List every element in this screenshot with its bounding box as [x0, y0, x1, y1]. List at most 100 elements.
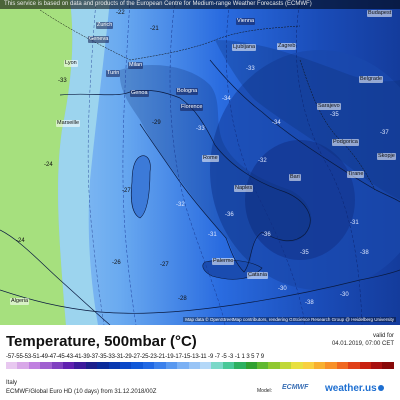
- isotherm-label: -33: [246, 66, 255, 72]
- isotherm-label: -34: [222, 96, 231, 102]
- model-run-info: ECMWF/Global Euro HD (10 days) from 31.1…: [6, 389, 157, 395]
- isotherm-label: -21: [150, 26, 159, 32]
- color-scale-swatch: [313, 362, 326, 369]
- isotherm-label: -36: [262, 232, 271, 238]
- city-label[interactable]: Geneva: [88, 36, 110, 43]
- isotherm-label: -27: [122, 188, 131, 194]
- isotherm-label: -37: [380, 130, 389, 136]
- isotherm-label: -38: [305, 300, 314, 306]
- color-scale-swatch: [222, 362, 235, 369]
- isotherm-label: -33: [196, 126, 205, 132]
- color-scale-swatch: [234, 362, 246, 369]
- color-scale-swatch: [245, 362, 257, 369]
- weather-us-logo[interactable]: weather.us: [325, 383, 384, 394]
- color-scale-swatch: [51, 362, 64, 369]
- color-scale-swatch: [154, 362, 166, 369]
- logo-dot-icon: [377, 385, 384, 392]
- city-label[interactable]: Genoa: [130, 90, 149, 97]
- isotherm-label: -24: [44, 162, 53, 168]
- isotherm-label: -30: [278, 286, 287, 292]
- color-scale-swatch: [291, 362, 303, 369]
- isotherm-label: -31: [350, 220, 359, 226]
- isotherm-label: -28: [178, 296, 187, 302]
- color-scale-swatch: [74, 362, 86, 369]
- color-scale-swatch: [302, 362, 314, 369]
- city-label[interactable]: Ljubljana: [232, 44, 257, 51]
- city-label[interactable]: Palermo: [212, 258, 235, 265]
- isotherm-label: -38: [360, 250, 369, 256]
- color-scale-swatch: [268, 362, 280, 369]
- isotherm-label: -30: [340, 292, 349, 298]
- isotherm-label: -35: [330, 112, 339, 118]
- color-scale-swatch: [359, 362, 371, 369]
- color-scale-swatch: [211, 362, 223, 369]
- isotherm-label: -34: [272, 120, 281, 126]
- color-scale-swatch: [188, 362, 200, 369]
- isotherm-label: -32: [176, 202, 185, 208]
- ecmwf-notice-banner: This service is based on data and produc…: [0, 0, 400, 9]
- color-scale-swatch: [108, 362, 121, 369]
- city-label[interactable]: Milan: [128, 62, 144, 69]
- color-scale-swatch: [177, 362, 189, 369]
- color-scale-swatch: [97, 362, 109, 369]
- color-scale-swatch: [63, 362, 75, 369]
- color-scale-swatch: [17, 362, 29, 369]
- isotherm-label: -24: [16, 238, 25, 244]
- valid-time: 04.01.2019, 07:00 CET: [331, 341, 394, 347]
- city-label[interactable]: Rome: [202, 155, 219, 162]
- color-scale-swatch: [199, 362, 212, 369]
- chart-title: Temperature, 500mbar (°C): [6, 333, 197, 350]
- color-scale-swatch: [256, 362, 269, 369]
- isotherm-label: -26: [112, 260, 121, 266]
- city-label[interactable]: Podgorica: [332, 139, 359, 146]
- city-label[interactable]: Lyon: [64, 60, 78, 67]
- color-scale-swatch: [382, 362, 394, 369]
- color-scale-swatch: [6, 362, 18, 369]
- weather-us-text: weather.us: [325, 383, 377, 394]
- city-label[interactable]: Florence: [180, 104, 204, 111]
- valid-label: valid for: [372, 333, 394, 339]
- color-scale-swatch: [371, 362, 383, 369]
- color-scale-swatch: [142, 362, 155, 369]
- ecmwf-logo[interactable]: ECMWF: [282, 384, 309, 391]
- map-attribution: Map data © OpenStreetMap contributors, r…: [183, 317, 396, 322]
- city-label[interactable]: Catania: [247, 272, 268, 279]
- isotherm-label: -36: [225, 212, 234, 218]
- city-label[interactable]: Bari: [289, 174, 301, 181]
- city-label[interactable]: Bologna: [176, 88, 199, 95]
- temperature-map[interactable]: This service is based on data and produc…: [0, 0, 400, 325]
- isotherm-label: -32: [258, 158, 267, 164]
- isotherm-label: -33: [58, 78, 67, 84]
- color-scale-swatch: [279, 362, 292, 369]
- region-label: Italy: [6, 380, 18, 386]
- isotherm-label: -22: [116, 10, 125, 16]
- city-label[interactable]: Naples: [234, 185, 254, 192]
- city-label[interactable]: Belgrade: [359, 76, 384, 83]
- city-label[interactable]: Zagreb: [277, 43, 297, 50]
- isotherm-label: -31: [208, 232, 217, 238]
- color-scale-swatch: [40, 362, 52, 369]
- color-scale-swatch: [348, 362, 360, 369]
- city-label[interactable]: Zurich: [96, 22, 114, 29]
- city-label[interactable]: Vienna: [236, 18, 256, 25]
- map-canvas: [0, 0, 400, 325]
- city-label[interactable]: Marseille: [56, 120, 81, 127]
- city-label[interactable]: Tirane: [347, 171, 365, 178]
- city-label[interactable]: Sarajevo: [317, 103, 341, 110]
- model-label: Model:: [257, 388, 273, 394]
- color-scale-swatch: [131, 362, 143, 369]
- isotherm-label: -35: [300, 250, 309, 256]
- color-scale-swatch: [120, 362, 132, 369]
- color-scale-swatch: [28, 362, 41, 369]
- color-scale-swatch: [336, 362, 349, 369]
- color-scale-swatch: [85, 362, 98, 369]
- isotherm-label: -27: [160, 262, 169, 268]
- color-scale-swatch: [165, 362, 178, 369]
- city-label[interactable]: Budapest: [367, 10, 393, 17]
- city-label[interactable]: Turin: [106, 70, 121, 77]
- city-label[interactable]: Algeria: [10, 298, 30, 305]
- isotherm-label: -29: [152, 120, 161, 126]
- color-scale-bar: [6, 362, 394, 369]
- city-label[interactable]: Skopje: [377, 153, 396, 160]
- color-scale-swatch: [325, 362, 337, 369]
